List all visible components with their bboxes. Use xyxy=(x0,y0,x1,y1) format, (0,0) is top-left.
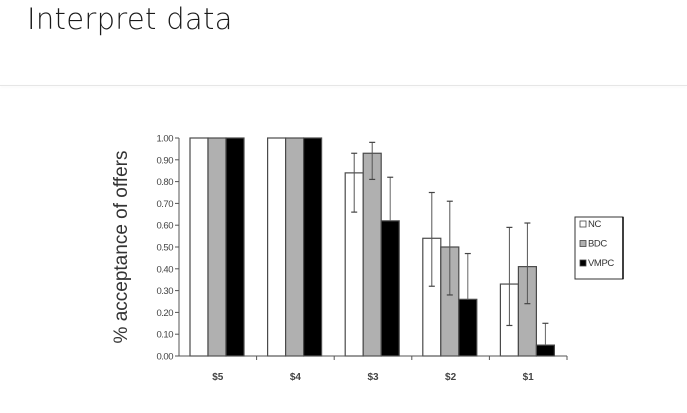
x-tick-label: $1 xyxy=(523,372,535,383)
y-tick-label: 0.60 xyxy=(157,221,174,232)
x-tick-label: $3 xyxy=(367,372,379,383)
bars xyxy=(189,137,556,357)
x-tick-label: $2 xyxy=(445,372,457,383)
y-tick-label: 0.70 xyxy=(157,199,174,210)
bar-vmpc xyxy=(458,298,478,357)
legend-label-bdc: BDC xyxy=(588,239,607,250)
y-tick-label: 0.00 xyxy=(157,352,174,363)
legend-label-vmpc: VMPC xyxy=(588,258,614,269)
legend-swatch-bdc xyxy=(579,240,587,247)
y-tick-label: 0.50 xyxy=(157,243,174,254)
legend-label-nc: NC xyxy=(588,219,601,230)
bar-vmpc xyxy=(380,220,400,357)
x-tick-label: $4 xyxy=(290,372,302,383)
bar-bdc xyxy=(285,137,305,357)
bar-nc xyxy=(189,137,209,357)
y-tick-label: 0.40 xyxy=(157,264,174,275)
y-axis-label: % acceptance of offers xyxy=(111,151,132,344)
y-tick-label: 0.10 xyxy=(157,330,174,341)
bar-vmpc xyxy=(225,137,245,357)
bar-bdc xyxy=(362,152,382,357)
y-tick-label: 0.80 xyxy=(157,177,174,188)
bar-vmpc xyxy=(535,344,556,357)
bar-nc xyxy=(267,137,287,357)
legend-swatch-nc xyxy=(579,220,587,228)
y-tick-label: 0.20 xyxy=(157,308,174,319)
bar-vmpc xyxy=(303,137,323,357)
x-tick-label: $5 xyxy=(212,372,224,383)
legend: NC BDC VMPC xyxy=(574,216,624,280)
bar-bdc xyxy=(207,137,227,357)
header-divider xyxy=(0,85,687,86)
y-tick-label: 1.00 xyxy=(157,134,174,145)
legend-swatch-vmpc xyxy=(579,259,587,267)
y-tick-label: 0.30 xyxy=(157,286,174,297)
page-title: Interpret data xyxy=(27,2,233,36)
y-axis: 0.00 0.10 0.20 0.30 0.40 0.50 0.60 0.70 0.80 0.90… xyxy=(157,134,180,363)
y-axis-title: % acceptance of offers xyxy=(111,151,132,344)
y-tick-label: 0.90 xyxy=(157,155,174,166)
x-axis: $5 $4 $3 $2 $1 xyxy=(179,355,568,383)
